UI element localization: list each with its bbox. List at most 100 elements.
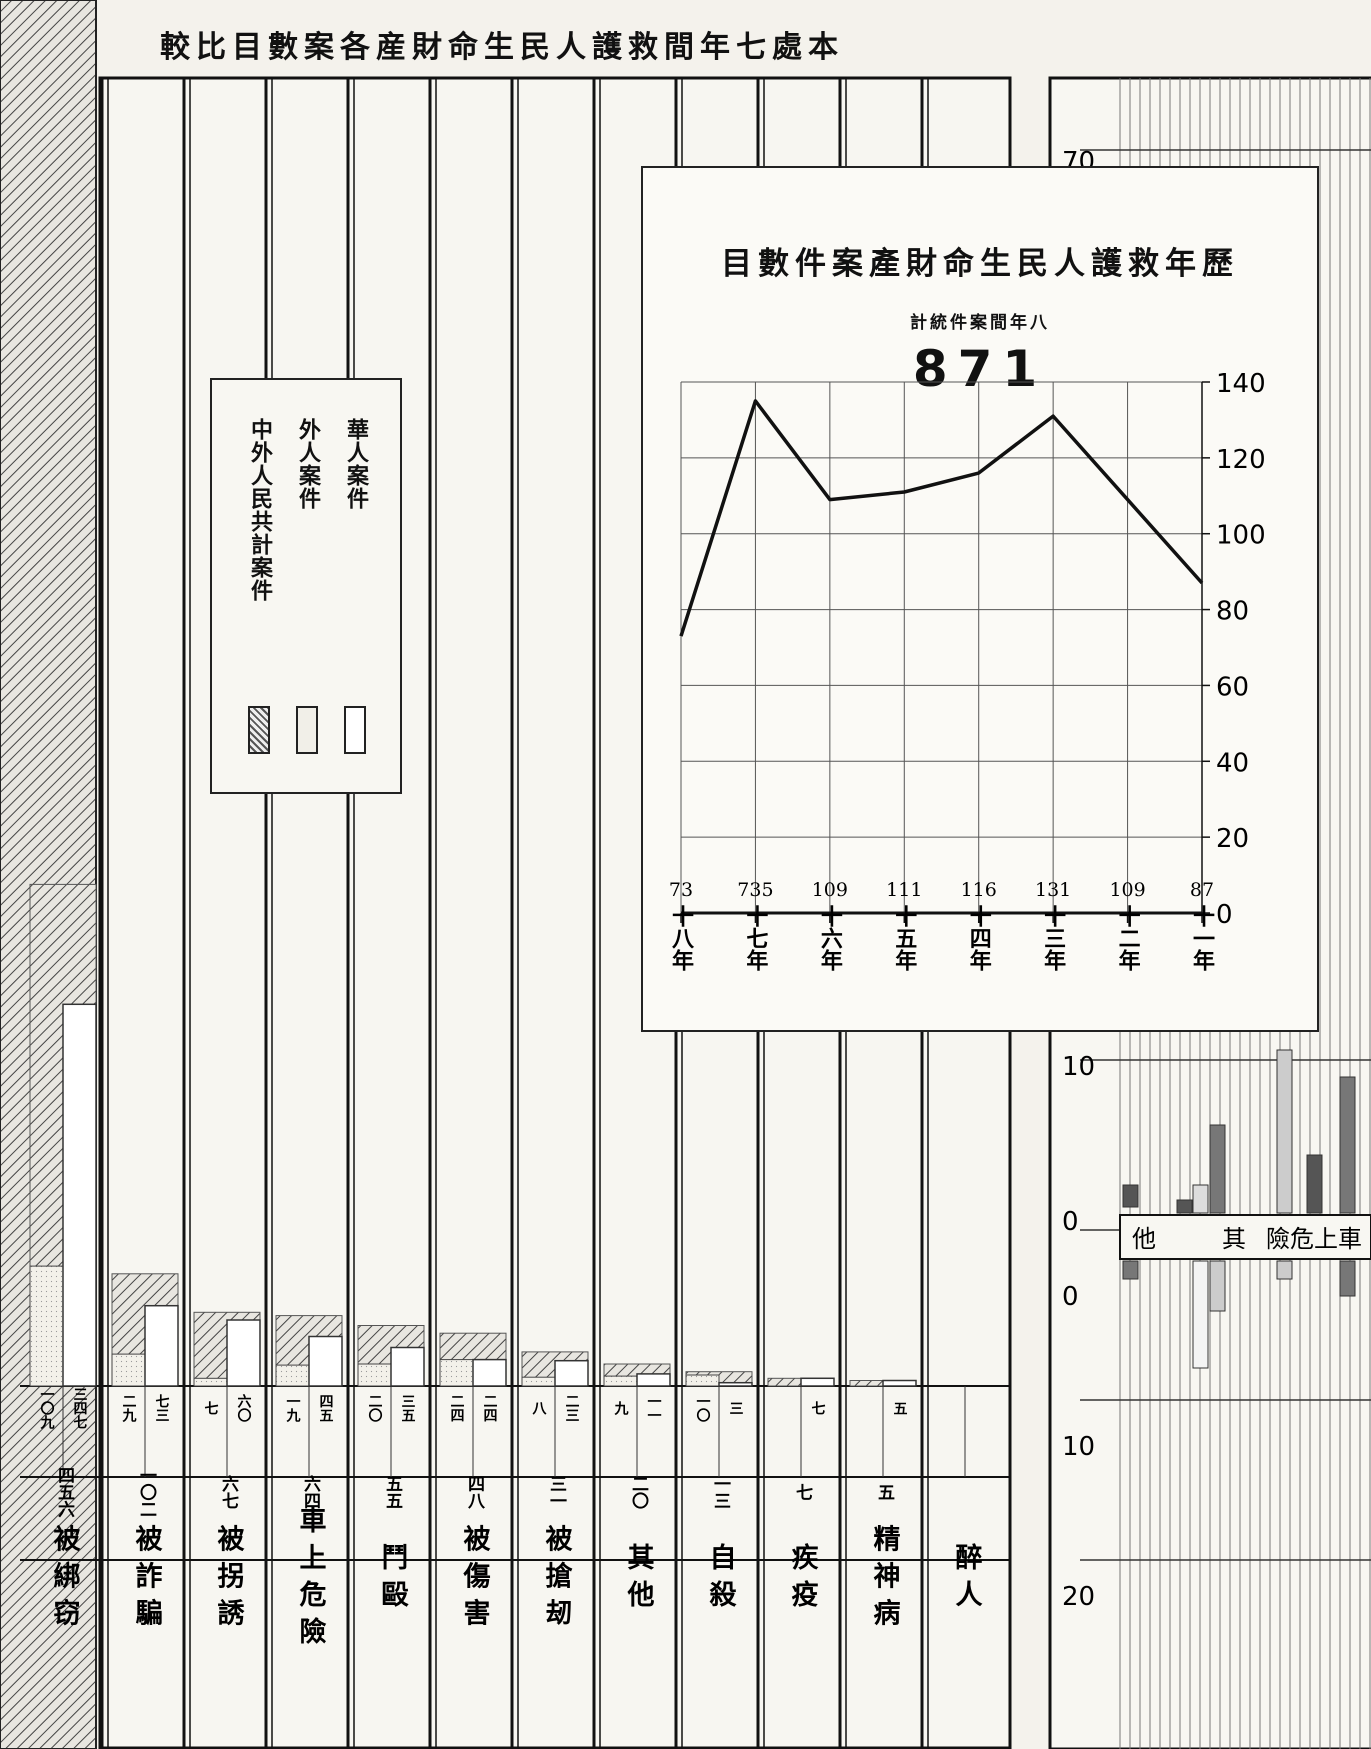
inset-x-label: 十五年 (891, 905, 917, 971)
right-tick-bottom: 10 (1062, 1432, 1095, 1462)
cell-foreign-count: 二三 (564, 1394, 580, 1422)
cell-total-count: 五 (874, 1484, 895, 1501)
bar-foreign (554, 1359, 589, 1387)
cell-foreign-count: 三五 (400, 1394, 416, 1422)
inset-y-tick-label: 140 (1216, 369, 1266, 399)
cell-total-count: 七 (792, 1483, 813, 1500)
legend-box: 華人案件 外人案件 中外人民共計案件 (210, 378, 402, 794)
right-label: 他 (1132, 1225, 1156, 1253)
right-bar-down (1276, 1260, 1293, 1280)
right-label-band (1119, 1214, 1371, 1260)
bar-chinese (439, 1359, 474, 1387)
right-label: 險危上車 (1266, 1225, 1362, 1253)
legend-swatch-total (248, 706, 270, 754)
bar-chinese (603, 1375, 638, 1387)
cell-chinese-count: 一〇 (695, 1394, 711, 1423)
bar-chinese (275, 1364, 310, 1387)
right-bar-up (1306, 1154, 1323, 1214)
cell-chinese-count: 九 (613, 1401, 630, 1416)
inset-subtitle: 計統件案間年八 (910, 313, 1050, 333)
cell-foreign-count: 五 (892, 1401, 908, 1415)
bar-chinese (357, 1363, 392, 1387)
cell-foreign-count: 四五 (318, 1394, 334, 1422)
bar-foreign (226, 1319, 261, 1387)
bar-foreign (144, 1304, 179, 1387)
inset-title: 目數件案產財命生民人護救年歷 (721, 246, 1239, 282)
cell-chinese-count: 二四 (449, 1394, 465, 1422)
cell-foreign-count: 三 (728, 1401, 744, 1415)
bar-chinese (521, 1376, 556, 1387)
category-label: 其他 (623, 1543, 656, 1617)
category-label: 自殺 (705, 1542, 737, 1617)
cell-total-count: 六七 (218, 1474, 239, 1509)
inset-total: 871 (912, 340, 1048, 398)
right-bar-up (1276, 1049, 1293, 1214)
category-label: 鬥毆 (377, 1543, 408, 1617)
category-label: 被詐騙 (131, 1524, 163, 1635)
category-label: 被拐誘 (213, 1524, 245, 1635)
inset-line-chart: 0 20 40 60 80 100 120 140 73 735 109 111 116 131 109 87… (668, 369, 1266, 971)
cell-chinese-count: 八 (531, 1401, 548, 1416)
inset-panel: 目數件案產財命生民人護救年歷 計統件案間年八 871 0 20 40 60 80 100 1… (641, 166, 1319, 1032)
right-label: 其 (1222, 1225, 1246, 1253)
legend-swatch-chinese (344, 706, 366, 754)
inset-y-tick-label: 0 (1216, 900, 1233, 930)
inset-y-tick-label: 120 (1216, 445, 1266, 475)
cell-chinese-count: 二〇 (367, 1394, 383, 1423)
bar-foreign (882, 1379, 917, 1387)
cell-total-count: 六四 (300, 1474, 321, 1509)
legend-label-chinese: 華人案件 (343, 418, 369, 510)
right-tick-bottom: 20 (1062, 1582, 1095, 1612)
category-label: 被搶刼 (541, 1524, 573, 1635)
inset-data-label: 131 (1035, 879, 1071, 901)
right-bar-up (1192, 1184, 1209, 1214)
bar-foreign (308, 1335, 343, 1387)
inset-y-tick-label: 60 (1216, 672, 1249, 702)
bar-foreign (390, 1346, 425, 1387)
legend-label-total: 中外人民共計案件 (247, 418, 273, 602)
right-bar-up (1122, 1184, 1139, 1208)
inset-data-label: 116 (961, 879, 997, 901)
right-bar-down (1122, 1260, 1139, 1280)
inset-x-label: 十一年 (1189, 905, 1215, 971)
category-label: 車上危險 (295, 1506, 327, 1654)
legend-label-foreign: 外人案件 (295, 418, 321, 510)
cell-foreign-count: 二四 (482, 1394, 498, 1422)
right-bar-down (1192, 1260, 1209, 1369)
legend-swatch-foreign (296, 706, 318, 754)
cell-foreign-count: 六〇 (236, 1393, 252, 1423)
bar-chinese (685, 1374, 720, 1387)
inset-data-label: 109 (1109, 879, 1145, 901)
main-title: 較比目數案各産財命生民人護救間年七處本 (160, 30, 844, 65)
inset-y-tick-label: 100 (1216, 521, 1266, 551)
bar-chinese (193, 1377, 228, 1387)
right-tick-top: 0 (1062, 1207, 1079, 1237)
cell-total-count: 三一 (546, 1475, 567, 1509)
inset-series-line (679, 399, 1204, 637)
right-bar-up (1339, 1076, 1356, 1214)
bar-foreign (472, 1358, 507, 1387)
inset-y-tick-label: 40 (1216, 748, 1249, 778)
cell-foreign-count: 一一 (646, 1394, 662, 1422)
inset-x-label: 十四年 (966, 905, 992, 971)
right-bar-up (1176, 1199, 1193, 1214)
right-tick-top: 10 (1062, 1052, 1095, 1082)
cell-chinese-count: 七 (203, 1401, 219, 1415)
inset-x-label: 十八年 (668, 905, 694, 971)
cell-chinese-count: 一〇九 (39, 1387, 56, 1430)
bar-chinese (111, 1353, 146, 1387)
inset-data-label: 87 (1190, 879, 1214, 901)
cell-total-count: 一三 (710, 1475, 731, 1509)
cell-total-count: 二〇 (628, 1475, 649, 1509)
cell-total-count: 五五 (382, 1475, 403, 1509)
category-label: 精神病 (869, 1524, 901, 1635)
inset-data-label: 111 (886, 879, 922, 901)
cell-foreign-count: 三四七 (72, 1387, 88, 1429)
inset-x-label: 十三年 (1040, 905, 1066, 971)
inset-data-label: 735 (737, 879, 773, 901)
left-hatched-band (0, 0, 97, 1749)
bar-chinese (29, 1265, 64, 1387)
right-tick-bottom: 0 (1062, 1282, 1079, 1312)
right-bar-up (1209, 1124, 1226, 1214)
inset-y-tick-label: 80 (1216, 597, 1249, 627)
